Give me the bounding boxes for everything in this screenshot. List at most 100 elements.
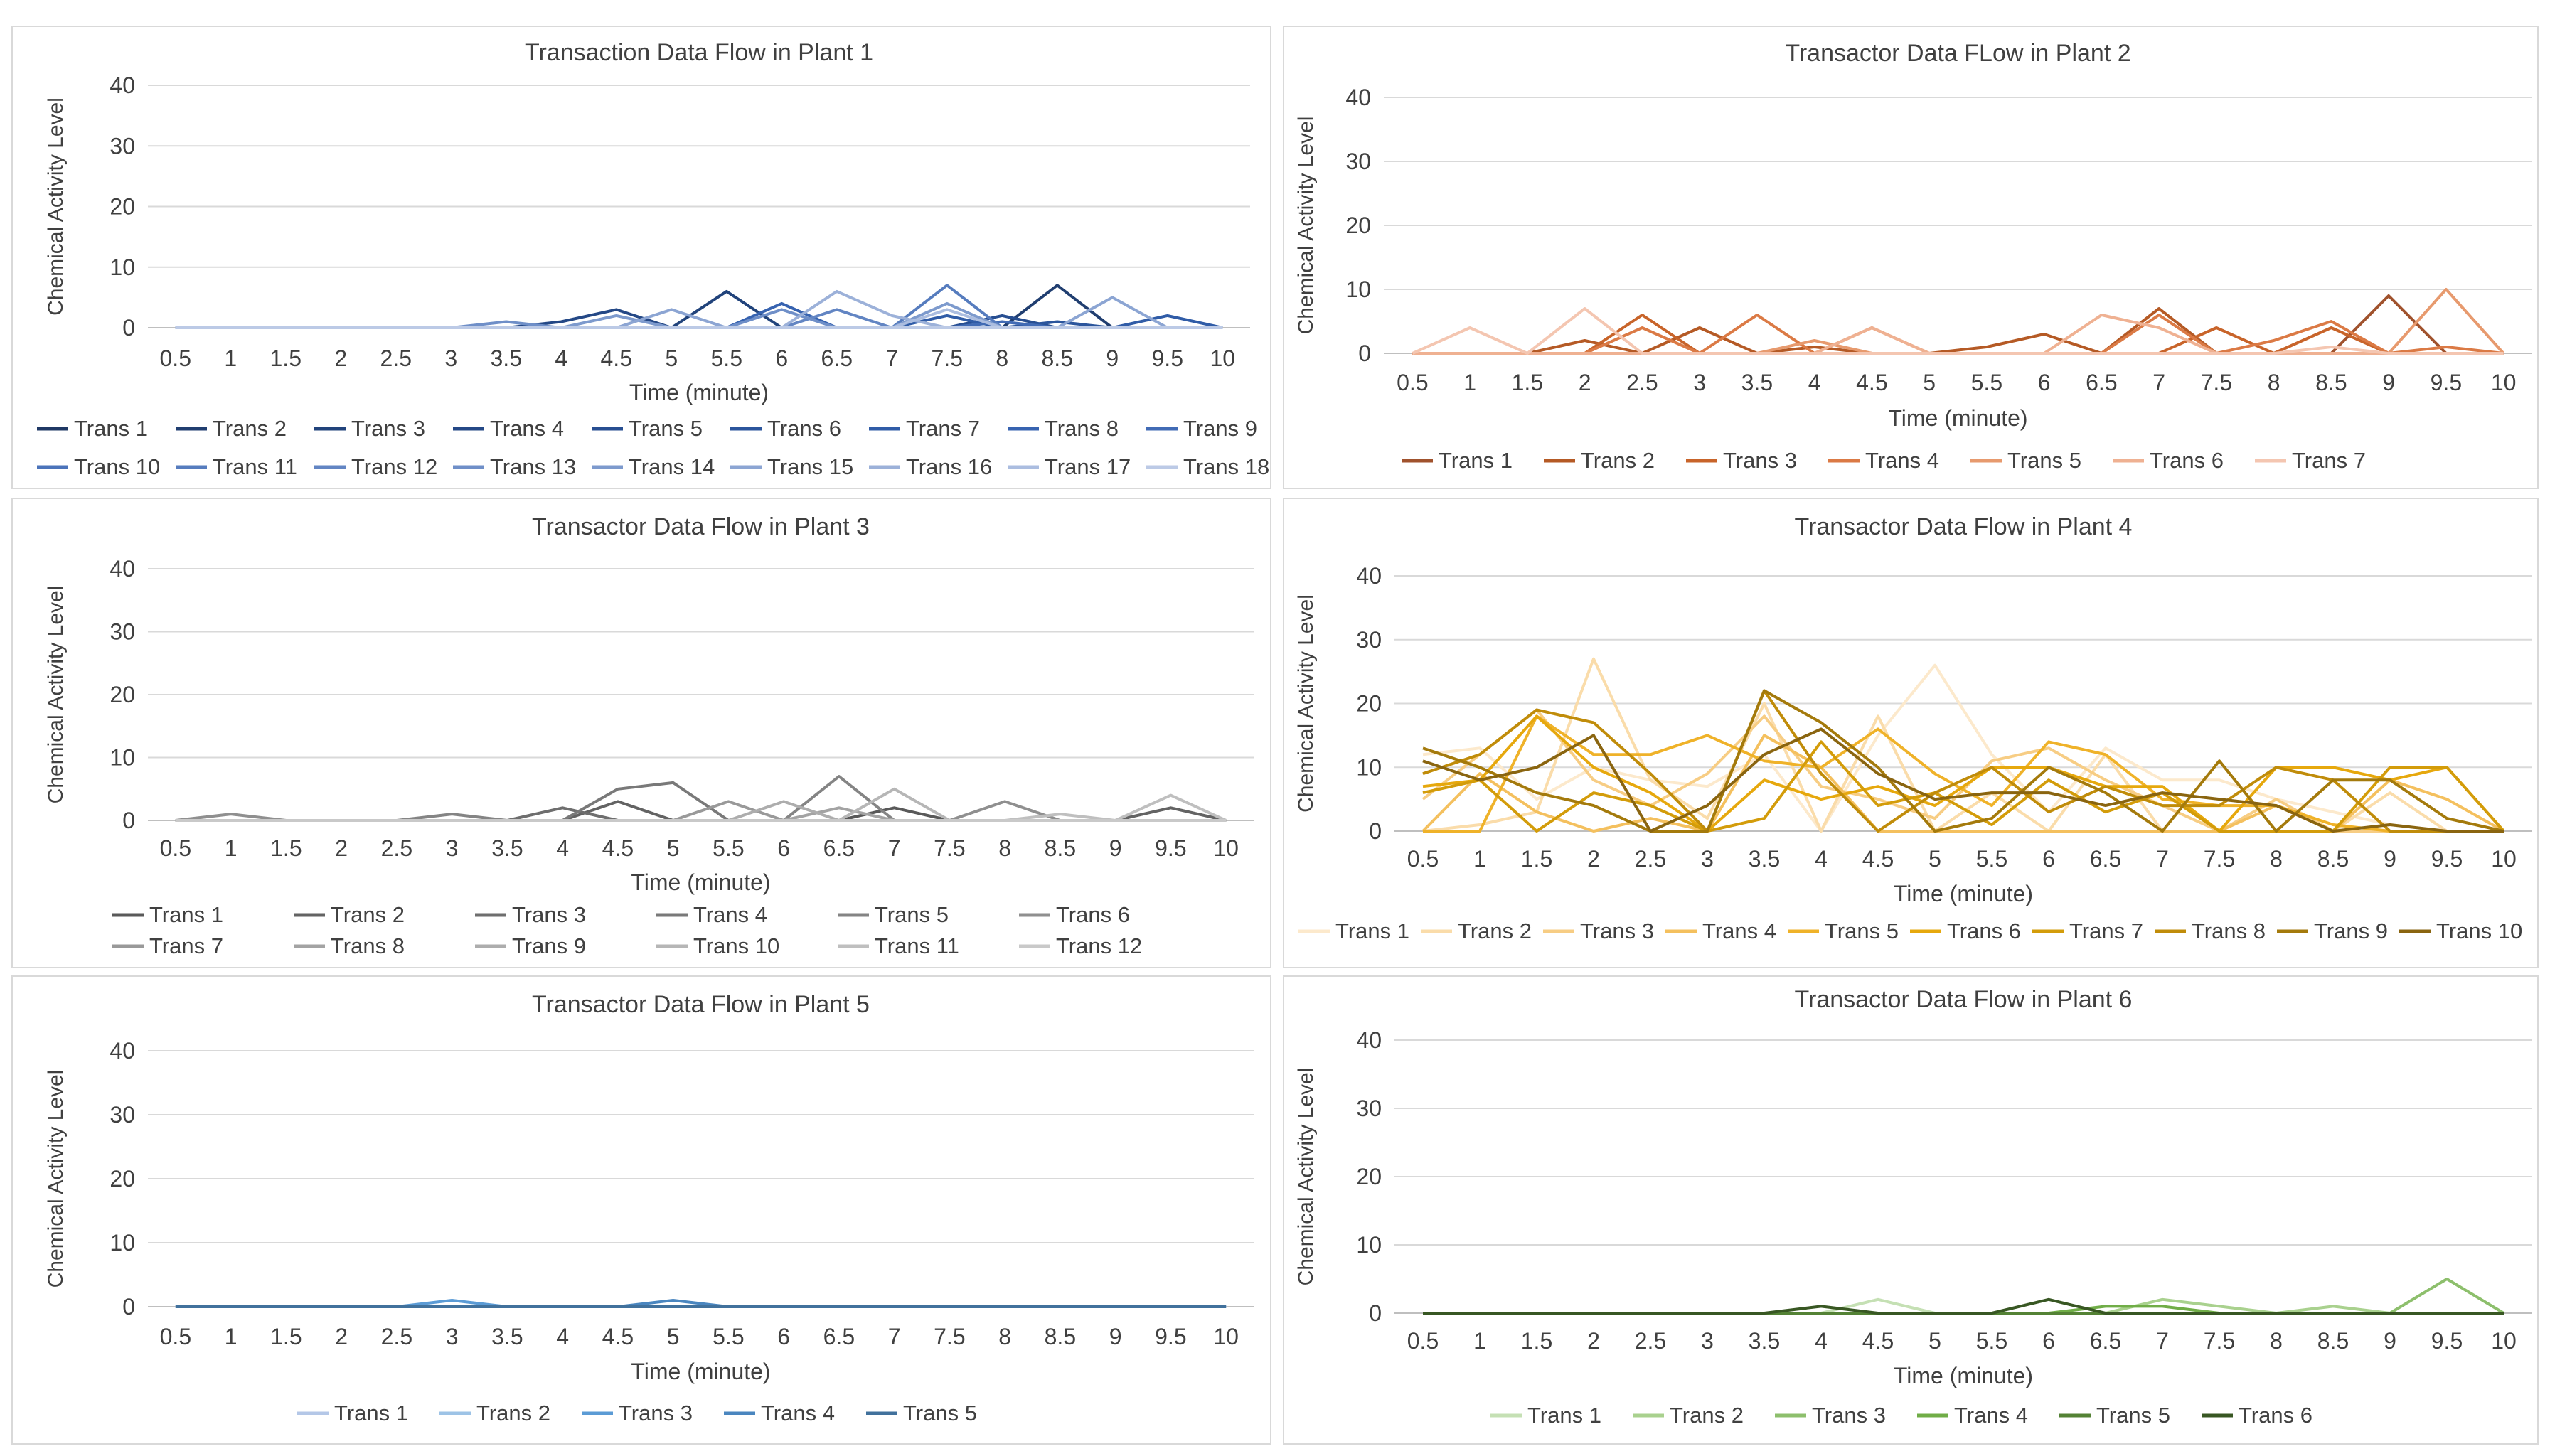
x-axis-label: Time (minute) bbox=[631, 869, 770, 895]
x-tick-label: 4.5 bbox=[1856, 370, 1887, 395]
x-tick-label: 2 bbox=[334, 346, 347, 371]
legend-label: Trans 5 bbox=[2096, 1403, 2170, 1428]
x-tick-label: 10 bbox=[2491, 1328, 2517, 1354]
x-tick-label: 0.5 bbox=[1407, 846, 1439, 872]
x-tick-label: 6 bbox=[2042, 1328, 2055, 1354]
legend-label: Trans 3 bbox=[1580, 919, 1654, 943]
x-tick-label: 4 bbox=[1815, 846, 1828, 872]
x-tick-label: 9.5 bbox=[2431, 370, 2462, 395]
y-tick-label: 10 bbox=[110, 255, 135, 280]
x-tick-label: 5.5 bbox=[1976, 846, 2007, 872]
y-tick-label: 20 bbox=[1356, 691, 1382, 717]
chart-panel-plant-2: Transactor Data FLow in Plant 2 0 10 20 30 40… bbox=[1283, 26, 2539, 489]
y-tick-label: 40 bbox=[110, 556, 135, 582]
x-tick-label: 3 bbox=[1701, 846, 1714, 872]
x-tick-label: 1 bbox=[225, 835, 238, 861]
series-line-trans-10 bbox=[1422, 727, 2504, 833]
x-tick-label: 6 bbox=[777, 835, 790, 861]
x-tick-label: 8.5 bbox=[1045, 1324, 1076, 1349]
legend-label: Trans 9 bbox=[512, 933, 586, 958]
y-tick-label: 30 bbox=[110, 1102, 135, 1128]
legend-label: Trans 18 bbox=[1183, 454, 1269, 479]
x-tick-label: 7 bbox=[888, 835, 901, 861]
series-line-trans-11 bbox=[175, 793, 1227, 822]
legend-label: Trans 9 bbox=[2314, 919, 2388, 943]
chart-title: Transactor Data Flow in Plant 6 bbox=[1795, 986, 2133, 1013]
y-tick-label: 0 bbox=[122, 315, 135, 341]
legend-label: Trans 1 bbox=[1527, 1403, 1601, 1428]
x-tick-label: 2 bbox=[1579, 370, 1591, 395]
x-tick-label: 7.5 bbox=[2204, 846, 2235, 872]
chart-plant-2: Transactor Data FLow in Plant 2010203040… bbox=[1294, 40, 2532, 473]
x-tick-label: 8 bbox=[996, 346, 1008, 371]
x-tick-label: 1.5 bbox=[1521, 1328, 1552, 1354]
legend-label: Trans 4 bbox=[490, 416, 564, 441]
x-axis-label: Time (minute) bbox=[629, 380, 769, 405]
legend-label: Trans 2 bbox=[213, 416, 287, 441]
chart-title: Transactor Data Flow in Plant 3 bbox=[532, 513, 870, 540]
legend-label: Trans 3 bbox=[351, 416, 425, 441]
x-tick-label: 1.5 bbox=[1512, 370, 1543, 395]
x-tick-label: 4 bbox=[1808, 370, 1821, 395]
x-tick-label: 3 bbox=[446, 835, 459, 861]
y-axis-label: Chemical Activity Level bbox=[44, 586, 68, 804]
legend-label: Trans 3 bbox=[619, 1401, 693, 1425]
y-tick-label: 20 bbox=[1356, 1164, 1382, 1189]
x-tick-label: 5 bbox=[1928, 846, 1941, 872]
x-tick-label: 8.5 bbox=[1045, 835, 1076, 861]
x-tick-label: 5 bbox=[667, 835, 680, 861]
chart-plant-3: Transactor Data Flow in Plant 3010203040… bbox=[44, 513, 1254, 958]
chart-plant-6: Transactor Data Flow in Plant 6010203040… bbox=[1294, 986, 2532, 1428]
x-tick-label: 10 bbox=[2491, 846, 2517, 872]
legend-label: Trans 1 bbox=[74, 416, 148, 441]
chart-plant-4: Transactor Data Flow in Plant 4010203040… bbox=[1294, 513, 2532, 943]
x-tick-label: 8.5 bbox=[2317, 1328, 2349, 1354]
x-tick-label: 5.5 bbox=[1976, 1328, 2007, 1354]
x-tick-label: 8 bbox=[2268, 370, 2280, 395]
legend-label: Trans 6 bbox=[1056, 902, 1130, 927]
x-tick-label: 0.5 bbox=[1397, 370, 1428, 395]
x-tick-label: 2 bbox=[1587, 846, 1600, 872]
x-tick-label: 3.5 bbox=[1749, 1328, 1780, 1354]
x-tick-label: 6.5 bbox=[823, 835, 855, 861]
x-tick-label: 5.5 bbox=[713, 1324, 744, 1349]
y-tick-label: 10 bbox=[110, 745, 135, 771]
legend-label: Trans 1 bbox=[334, 1401, 408, 1425]
chart-title: Transactor Data FLow in Plant 2 bbox=[1785, 40, 2130, 67]
legend-label: Trans 11 bbox=[213, 454, 297, 479]
x-tick-label: 4.5 bbox=[1862, 846, 1894, 872]
x-tick-label: 0.5 bbox=[160, 835, 191, 861]
legend-label: Trans 17 bbox=[1045, 454, 1131, 479]
y-tick-label: 0 bbox=[122, 808, 135, 833]
y-axis-label: Chemical Activity Level bbox=[44, 97, 68, 316]
x-tick-label: 5.5 bbox=[713, 835, 744, 861]
x-tick-label: 3 bbox=[1701, 1328, 1714, 1354]
legend-label: Trans 4 bbox=[1954, 1403, 2028, 1428]
x-tick-label: 1 bbox=[224, 346, 237, 371]
series-line-trans-7 bbox=[175, 800, 1227, 822]
x-tick-label: 3.5 bbox=[1749, 846, 1780, 872]
x-tick-label: 6 bbox=[775, 346, 788, 371]
x-tick-label: 2 bbox=[335, 835, 348, 861]
x-tick-label: 6 bbox=[2038, 370, 2051, 395]
x-tick-label: 2 bbox=[1587, 1328, 1600, 1354]
x-tick-label: 1 bbox=[1473, 1328, 1486, 1354]
legend-label: Trans 7 bbox=[149, 933, 223, 958]
series-line-trans-7 bbox=[1412, 307, 2504, 355]
x-tick-label: 6.5 bbox=[823, 1324, 855, 1349]
chart-panel-plant-1: Transaction Data Flow in Plant 1 0 10 20 30 4… bbox=[11, 26, 1271, 489]
legend-label: Trans 4 bbox=[693, 902, 767, 927]
y-tick-label: 30 bbox=[1345, 149, 1371, 174]
y-tick-label: 0 bbox=[1369, 818, 1382, 844]
series-line-trans-1 bbox=[1422, 663, 2504, 833]
x-tick-label: 4.5 bbox=[602, 835, 634, 861]
x-tick-label: 7 bbox=[885, 346, 898, 371]
y-tick-label: 30 bbox=[1356, 1096, 1382, 1121]
legend-label: Trans 13 bbox=[490, 454, 576, 479]
y-tick-label: 10 bbox=[1356, 754, 1382, 780]
legend-label: Trans 12 bbox=[1056, 933, 1142, 958]
x-axis-label: Time (minute) bbox=[631, 1359, 770, 1384]
x-tick-label: 8.5 bbox=[2315, 370, 2347, 395]
legend-label: Trans 10 bbox=[693, 933, 779, 958]
series-line-trans-2 bbox=[1423, 1297, 2504, 1315]
